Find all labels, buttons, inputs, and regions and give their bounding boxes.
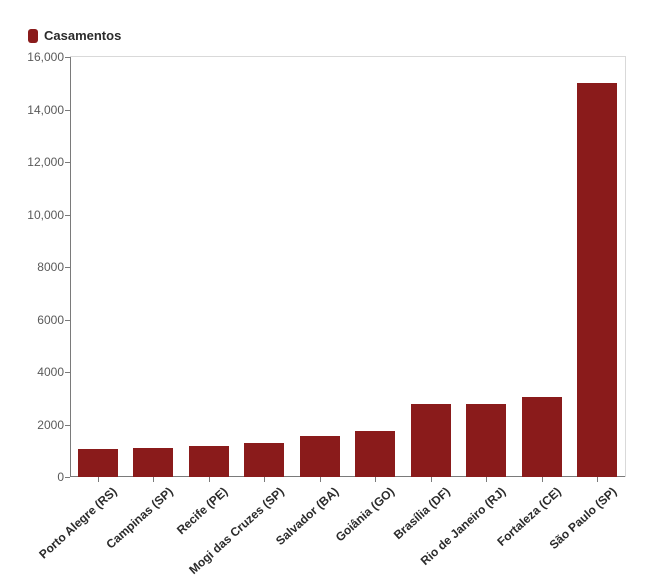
y-tick-label: 14,000 bbox=[27, 103, 70, 117]
legend-label: Casamentos bbox=[44, 28, 121, 43]
legend: Casamentos bbox=[28, 28, 121, 43]
bar bbox=[466, 404, 506, 478]
legend-swatch bbox=[28, 29, 38, 43]
y-tick-label: 16,000 bbox=[27, 50, 70, 64]
y-tick-label: 2000 bbox=[37, 418, 70, 432]
bar-chart: Casamentos 0200040006000800010,00012,000… bbox=[0, 0, 651, 583]
y-axis-line bbox=[70, 57, 71, 477]
bar bbox=[411, 404, 451, 478]
bar bbox=[577, 83, 617, 477]
y-tick-label: 0 bbox=[57, 470, 70, 484]
y-tick-label: 12,000 bbox=[27, 155, 70, 169]
x-tick-label: Goiânia (GO) bbox=[326, 477, 397, 544]
y-tick-label: 4000 bbox=[37, 365, 70, 379]
bar bbox=[133, 448, 173, 477]
y-tick-label: 6000 bbox=[37, 313, 70, 327]
bar bbox=[78, 449, 118, 477]
y-tick-label: 8000 bbox=[37, 260, 70, 274]
plot-area: 0200040006000800010,00012,00014,00016,00… bbox=[70, 56, 626, 477]
bar bbox=[189, 446, 229, 478]
x-tick-label: Porto Alegre (RS) bbox=[30, 477, 120, 561]
bar bbox=[522, 397, 562, 477]
bar bbox=[355, 431, 395, 477]
bar bbox=[244, 443, 284, 477]
y-tick-label: 10,000 bbox=[27, 208, 70, 222]
bar bbox=[300, 436, 340, 477]
